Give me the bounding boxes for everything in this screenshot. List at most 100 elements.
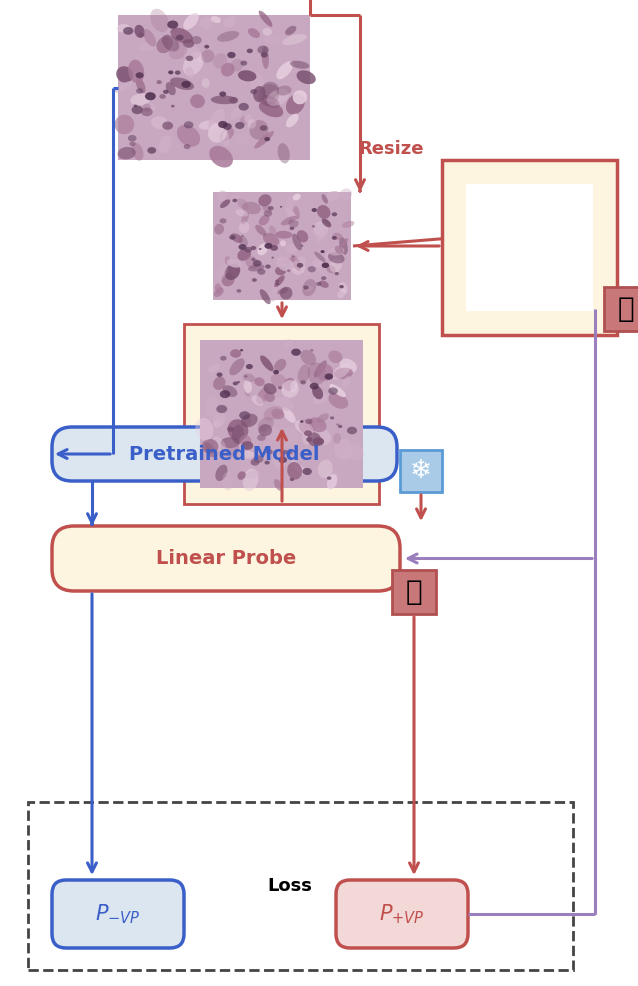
Ellipse shape	[209, 108, 225, 131]
Ellipse shape	[278, 288, 288, 295]
Ellipse shape	[242, 441, 253, 450]
Ellipse shape	[241, 235, 244, 237]
Ellipse shape	[328, 252, 345, 263]
Ellipse shape	[250, 74, 264, 96]
Ellipse shape	[175, 70, 181, 75]
Ellipse shape	[293, 193, 300, 200]
Ellipse shape	[258, 84, 279, 106]
Ellipse shape	[170, 78, 194, 90]
Ellipse shape	[303, 286, 309, 290]
Ellipse shape	[308, 363, 326, 385]
Ellipse shape	[265, 460, 270, 464]
Ellipse shape	[285, 26, 296, 35]
Ellipse shape	[284, 378, 295, 391]
Ellipse shape	[328, 387, 338, 394]
Ellipse shape	[130, 142, 135, 146]
Ellipse shape	[276, 231, 292, 239]
Ellipse shape	[270, 245, 278, 250]
Ellipse shape	[251, 458, 260, 465]
Ellipse shape	[237, 471, 246, 480]
Ellipse shape	[337, 289, 346, 298]
Ellipse shape	[259, 247, 262, 250]
Ellipse shape	[156, 36, 173, 53]
Ellipse shape	[150, 9, 169, 33]
Bar	[400, 450, 442, 492]
Ellipse shape	[271, 256, 274, 258]
Ellipse shape	[292, 262, 303, 271]
Ellipse shape	[271, 408, 285, 419]
Ellipse shape	[249, 120, 269, 140]
Ellipse shape	[222, 471, 234, 490]
Ellipse shape	[308, 432, 321, 447]
Ellipse shape	[260, 355, 274, 372]
Ellipse shape	[182, 39, 194, 47]
Ellipse shape	[286, 113, 299, 127]
Ellipse shape	[215, 283, 221, 294]
Ellipse shape	[332, 233, 343, 241]
Ellipse shape	[332, 236, 337, 240]
Text: Pretrained Model: Pretrained Model	[130, 445, 320, 463]
Ellipse shape	[143, 104, 151, 111]
Ellipse shape	[239, 435, 251, 446]
Bar	[118, 15, 310, 160]
Ellipse shape	[229, 97, 238, 104]
Ellipse shape	[273, 370, 279, 375]
Ellipse shape	[186, 67, 194, 78]
Ellipse shape	[231, 234, 242, 243]
Ellipse shape	[329, 385, 346, 397]
Ellipse shape	[265, 264, 271, 268]
Ellipse shape	[138, 42, 157, 51]
Ellipse shape	[231, 106, 244, 119]
Ellipse shape	[295, 420, 313, 435]
Ellipse shape	[257, 435, 265, 441]
Ellipse shape	[237, 381, 240, 384]
Ellipse shape	[262, 205, 272, 213]
Ellipse shape	[186, 55, 193, 61]
Ellipse shape	[235, 122, 244, 129]
Ellipse shape	[312, 225, 315, 228]
Ellipse shape	[283, 339, 292, 348]
Ellipse shape	[219, 390, 230, 398]
Ellipse shape	[225, 263, 241, 280]
Ellipse shape	[199, 120, 216, 129]
Ellipse shape	[216, 263, 228, 281]
Ellipse shape	[256, 387, 269, 404]
Ellipse shape	[276, 86, 292, 96]
Ellipse shape	[181, 81, 191, 88]
Ellipse shape	[131, 143, 144, 161]
Ellipse shape	[183, 13, 199, 30]
Ellipse shape	[261, 52, 268, 57]
Ellipse shape	[258, 424, 272, 436]
Ellipse shape	[201, 49, 214, 63]
Ellipse shape	[293, 205, 300, 219]
Ellipse shape	[339, 359, 357, 373]
Ellipse shape	[219, 128, 234, 141]
Ellipse shape	[220, 356, 226, 361]
Ellipse shape	[264, 137, 270, 141]
Ellipse shape	[317, 205, 330, 219]
Ellipse shape	[240, 115, 251, 125]
Ellipse shape	[272, 455, 285, 468]
Ellipse shape	[115, 114, 134, 134]
Ellipse shape	[276, 256, 293, 271]
Ellipse shape	[281, 381, 299, 397]
Ellipse shape	[280, 241, 286, 246]
Ellipse shape	[259, 215, 269, 226]
Ellipse shape	[248, 29, 260, 38]
Ellipse shape	[223, 123, 232, 130]
Ellipse shape	[278, 457, 287, 463]
Text: Loss: Loss	[267, 877, 312, 895]
Bar	[118, 15, 310, 160]
Ellipse shape	[253, 86, 266, 103]
Ellipse shape	[290, 477, 294, 481]
Ellipse shape	[300, 381, 306, 385]
Ellipse shape	[184, 144, 191, 149]
Text: $\mathit{P}_{+VP}$: $\mathit{P}_{+VP}$	[379, 902, 425, 926]
Ellipse shape	[211, 16, 221, 23]
Ellipse shape	[252, 278, 257, 282]
Ellipse shape	[218, 121, 228, 128]
Ellipse shape	[244, 114, 252, 123]
Bar	[466, 184, 593, 311]
Ellipse shape	[309, 383, 319, 389]
Ellipse shape	[214, 224, 224, 235]
